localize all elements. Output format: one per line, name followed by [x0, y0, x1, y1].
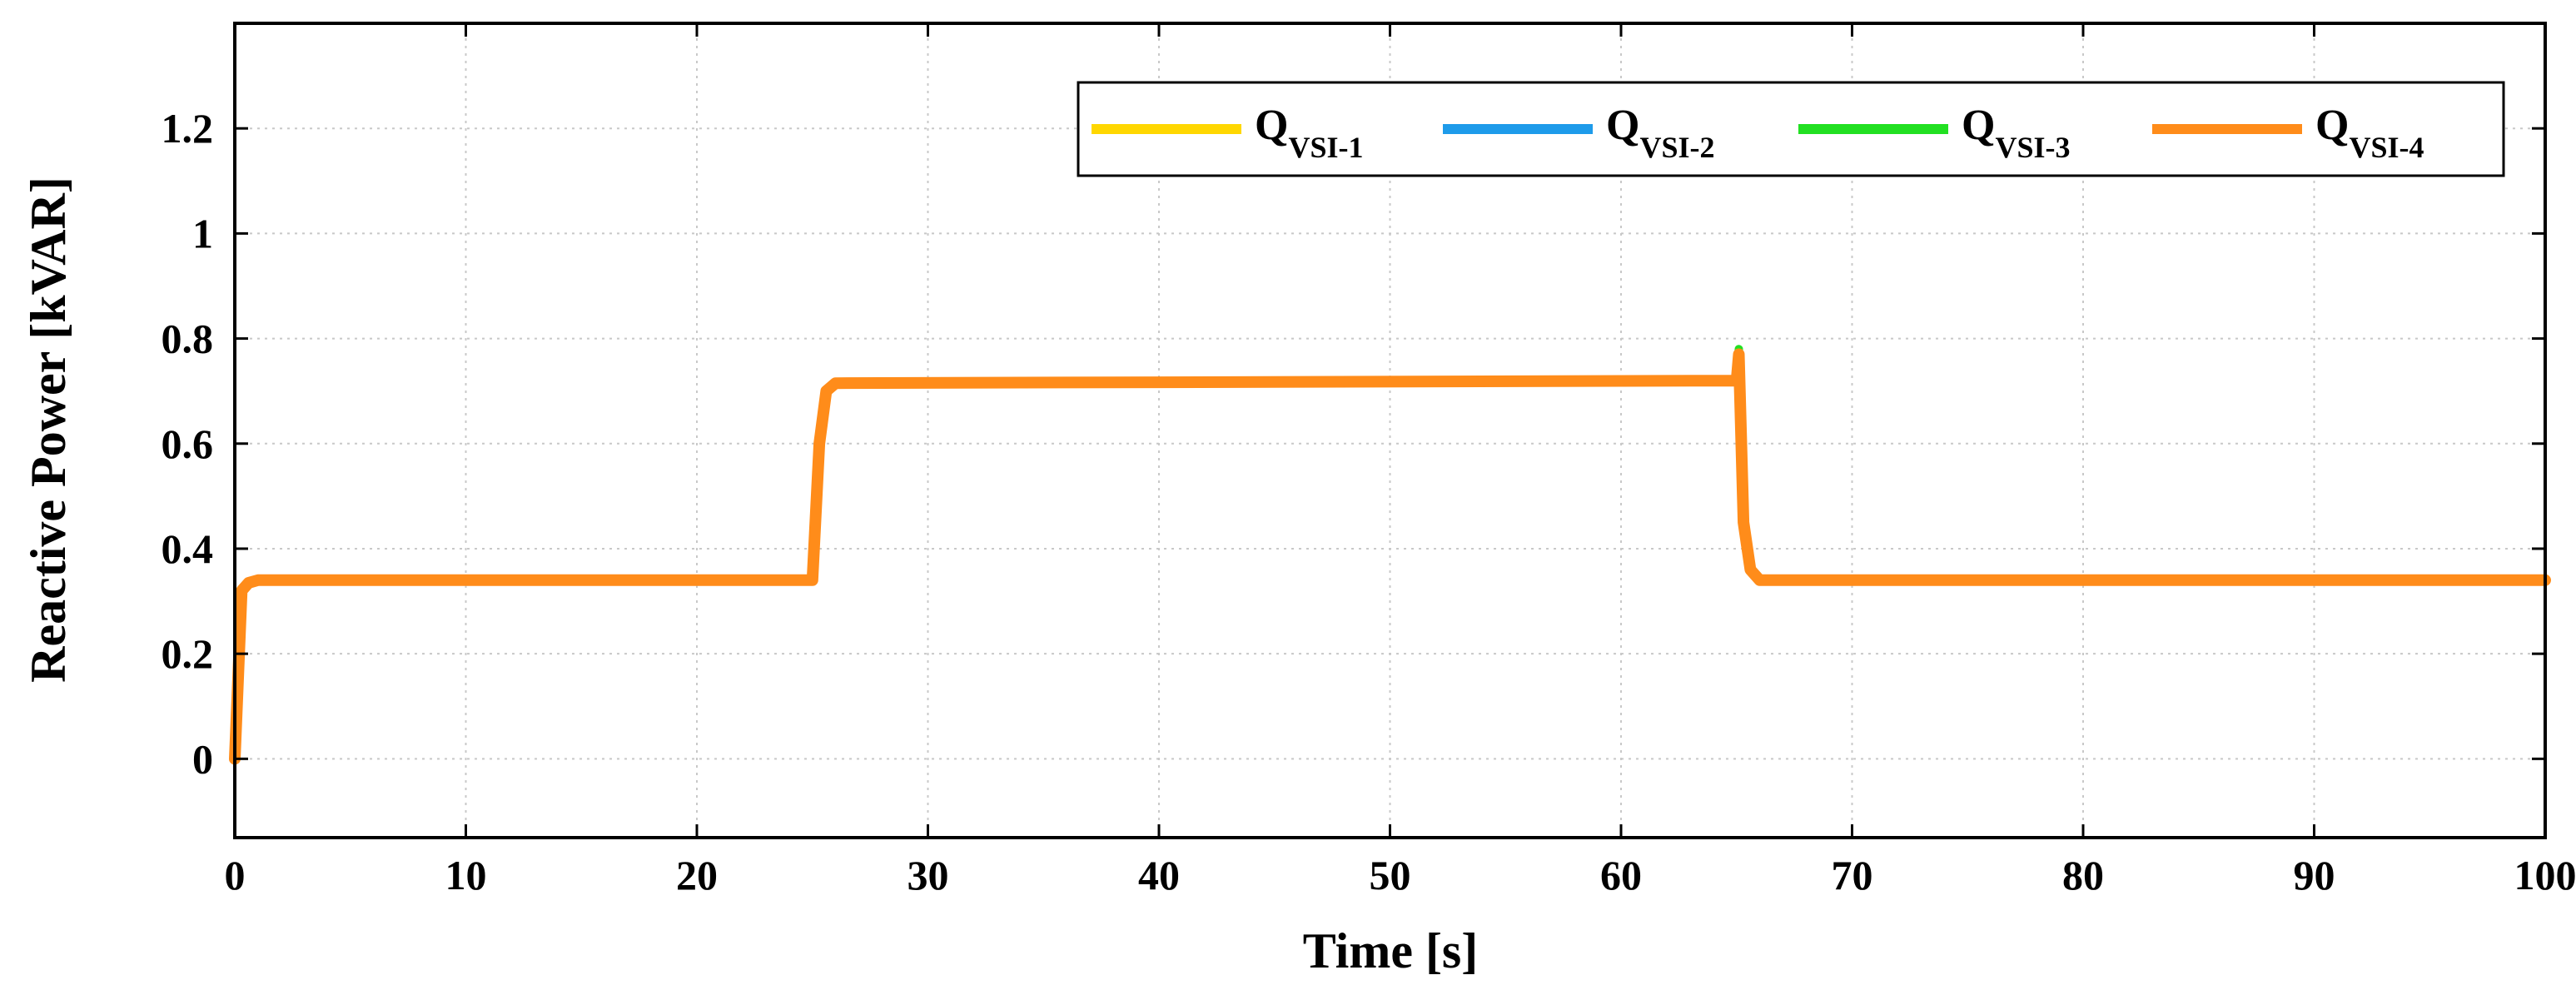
y-tick-label: 0.8 — [162, 316, 214, 362]
y-tick-label: 0.4 — [162, 525, 214, 572]
x-tick-label: 60 — [1600, 852, 1642, 898]
series-group — [229, 345, 2551, 765]
legend-label: QVSI-3 — [1962, 102, 2070, 164]
legend-label-sub: VSI-3 — [1995, 131, 2070, 164]
x-tick-label: 0 — [225, 852, 246, 898]
y-tick-label: 0.6 — [162, 420, 214, 467]
x-tick-label: 10 — [445, 852, 487, 898]
legend-label-sub: VSI-2 — [1639, 131, 1714, 164]
x-tick-label: 90 — [2294, 852, 2335, 898]
legend-label-main: Q — [2315, 102, 2349, 149]
legend-label-main: Q — [1255, 102, 1288, 149]
legend-label-sub: VSI-1 — [1288, 131, 1363, 164]
y-axis-title: Reactive Power [kVAR] — [21, 177, 76, 683]
tick-marks — [233, 23, 2547, 838]
y-tick-label: 0.2 — [162, 630, 214, 677]
series-line-q-vsi-3 — [231, 345, 2549, 764]
legend-label-sub: VSI-4 — [2349, 131, 2424, 164]
x-tick-label: 70 — [1832, 852, 1873, 898]
tick-labels: 0 10 20 30 40 50 60 70 80 90 100 0 0.2 0.4 0.6 0.8 1 1.2 — [162, 105, 2576, 898]
legend-label: QVSI-1 — [1255, 102, 1363, 164]
legend-label-main: Q — [1962, 102, 1995, 149]
x-tick-label: 80 — [2062, 852, 2104, 898]
y-tick-label: 1.2 — [162, 105, 214, 152]
y-tick-label: 1 — [192, 210, 213, 256]
x-tick-label: 50 — [1370, 852, 1411, 898]
x-tick-label: 40 — [1138, 852, 1180, 898]
series-line-q-vsi-4 — [229, 348, 2551, 765]
x-axis-title: Time [s] — [1303, 923, 1479, 978]
y-tick-label: 0 — [192, 735, 213, 782]
x-tick-label: 100 — [2514, 852, 2576, 898]
legend-label: QVSI-2 — [1606, 102, 1714, 164]
x-tick-label: 30 — [908, 852, 949, 898]
legend-label-main: Q — [1606, 102, 1639, 149]
legend-label: QVSI-4 — [2315, 102, 2424, 164]
legend: QVSI-1 QVSI-2 QVSI-3 QVSI-4 — [1077, 81, 2505, 177]
x-tick-label: 20 — [676, 852, 718, 898]
